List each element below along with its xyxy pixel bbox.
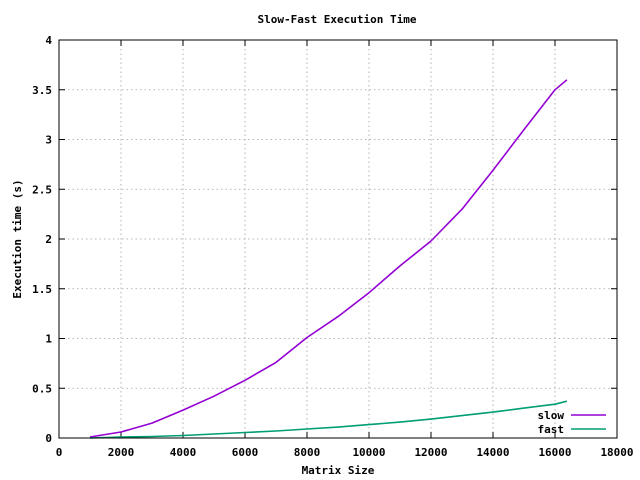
x-tick-label: 2000 — [108, 446, 135, 459]
x-tick-label: 16000 — [538, 446, 571, 459]
y-tick-label: 1.5 — [32, 283, 52, 296]
y-tick-label: 3.5 — [32, 84, 52, 97]
series-lines — [89, 79, 568, 439]
x-tick-label: 14000 — [476, 446, 509, 459]
y-tick-label: 0.5 — [32, 382, 52, 395]
y-tick-label: 3 — [45, 134, 52, 147]
y-axis-label: Execution time (s) — [11, 179, 24, 298]
x-tick-label: 8000 — [294, 446, 321, 459]
y-tick-label: 1 — [45, 333, 52, 346]
x-axis-label: Matrix Size — [302, 464, 375, 477]
legend-label-slow: slow — [538, 409, 565, 422]
x-tick-label: 0 — [56, 446, 63, 459]
legend-label-fast: fast — [538, 423, 565, 436]
y-tick-label: 4 — [45, 34, 52, 47]
y-tick-labels: 0 0.5 1 1.5 2 2.5 3 3.5 4 — [32, 34, 52, 445]
grid — [59, 40, 617, 438]
x-tick-label: 12000 — [414, 446, 447, 459]
y-tick-label: 0 — [45, 432, 52, 445]
series-line-slow — [89, 79, 568, 438]
plot-frame — [58, 39, 618, 439]
chart-title: Slow-Fast Execution Time — [258, 13, 417, 26]
y-tick-label: 2.5 — [32, 183, 52, 196]
series-line-fast — [89, 400, 568, 439]
x-tick-label: 10000 — [352, 446, 385, 459]
x-tick-label: 18000 — [600, 446, 633, 459]
x-tick-labels: 0 2000 4000 6000 8000 10000 12000 14000 16000 180… — [56, 446, 634, 459]
y-tick-label: 2 — [45, 233, 52, 246]
x-tick-label: 6000 — [232, 446, 259, 459]
x-tick-label: 4000 — [170, 446, 197, 459]
